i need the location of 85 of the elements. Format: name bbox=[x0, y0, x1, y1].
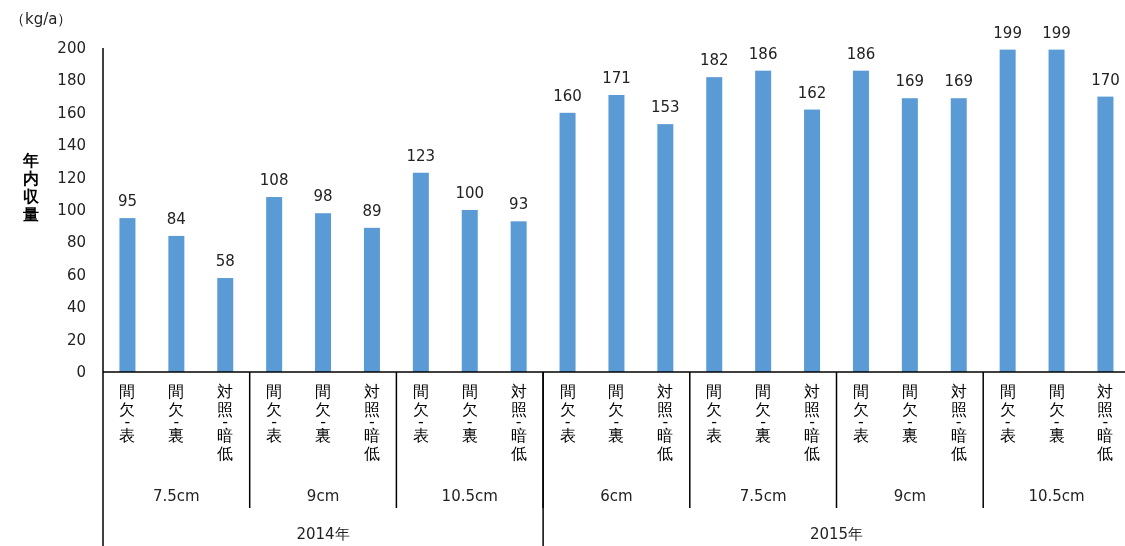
y-tick-label: 100 bbox=[57, 201, 86, 219]
data-label: 186 bbox=[846, 44, 876, 63]
y-tick-label: 80 bbox=[66, 233, 86, 252]
x-tick-label: 間欠-表 bbox=[999, 382, 1016, 445]
bar bbox=[901, 98, 918, 372]
data-label: 160 bbox=[553, 86, 582, 105]
text: 9cm bbox=[893, 487, 927, 505]
data-label: 123 bbox=[406, 146, 436, 165]
data-label: 100 bbox=[455, 184, 485, 202]
bar bbox=[461, 210, 478, 372]
bar bbox=[363, 227, 380, 372]
y-axis-title: 年内収量 bbox=[22, 151, 40, 224]
data-label: 171 bbox=[602, 68, 631, 87]
x-tick-label: 間欠-裏 bbox=[608, 382, 625, 445]
bar bbox=[1097, 96, 1114, 372]
bar bbox=[168, 235, 185, 372]
data-label: 199 bbox=[1042, 23, 1071, 42]
data-label: 84 bbox=[166, 209, 186, 228]
data-label: 58 bbox=[215, 252, 235, 271]
bar bbox=[315, 213, 332, 372]
y-tick-label: 60 bbox=[66, 265, 86, 284]
text: 7.5cm bbox=[739, 487, 787, 505]
data-label: 199 bbox=[993, 23, 1022, 42]
x-tick-label: 間欠-表 bbox=[412, 382, 429, 445]
bar bbox=[559, 112, 576, 372]
data-label: 89 bbox=[362, 201, 382, 220]
y-tick-label: 40 bbox=[66, 298, 86, 317]
bar bbox=[706, 77, 723, 372]
bar bbox=[852, 70, 869, 372]
data-label: 169 bbox=[895, 72, 925, 91]
x-tick-label: 間欠-表 bbox=[266, 382, 283, 445]
data-label: 182 bbox=[699, 51, 729, 70]
x-tick-label: 間欠-表 bbox=[559, 382, 576, 445]
data-label: 186 bbox=[748, 44, 778, 63]
bar bbox=[657, 124, 674, 372]
x-tick-label: 間欠-裏 bbox=[755, 382, 772, 445]
x-tick-label: 間欠-表 bbox=[706, 382, 723, 445]
x-tick-label: 対照-暗低 bbox=[950, 382, 967, 463]
y-tick-label: 0 bbox=[76, 363, 86, 381]
x-tick-label: 間欠-裏 bbox=[168, 382, 185, 445]
y-tick-label: 200 bbox=[57, 39, 86, 57]
bar bbox=[1048, 49, 1065, 372]
bar bbox=[999, 49, 1016, 372]
data-label: 95 bbox=[117, 192, 137, 211]
text: 7.5cm bbox=[152, 487, 200, 505]
x-tick-label: 対照-暗低 bbox=[217, 382, 234, 463]
x-tick-label: 間欠-裏 bbox=[461, 382, 478, 445]
data-label: 170 bbox=[1091, 70, 1120, 89]
text: 10.5cm bbox=[441, 487, 498, 505]
data-label: 108 bbox=[259, 171, 289, 190]
x-tick-label: 間欠-表 bbox=[119, 382, 136, 445]
x-tick-label: 対照-暗低 bbox=[510, 382, 527, 463]
x-tick-label: 対照-暗低 bbox=[657, 382, 674, 463]
y-tick-label: 20 bbox=[66, 330, 86, 349]
data-label: 162 bbox=[797, 83, 827, 102]
data-label: 169 bbox=[944, 72, 974, 91]
text: 2015年 bbox=[809, 525, 864, 543]
y-tick-label: 140 bbox=[57, 136, 86, 155]
data-label: 93 bbox=[509, 195, 529, 214]
y-tick-label: 160 bbox=[57, 103, 86, 122]
bar bbox=[950, 98, 967, 372]
bar bbox=[119, 218, 136, 372]
bar bbox=[266, 197, 283, 372]
bar bbox=[608, 94, 625, 372]
bar bbox=[412, 172, 429, 372]
y-tick-label: 180 bbox=[57, 71, 86, 90]
x-tick-label: 対照-暗低 bbox=[1097, 382, 1114, 463]
y-tick-label: 120 bbox=[57, 168, 86, 187]
text: 2014年 bbox=[296, 525, 350, 543]
text: 9cm bbox=[306, 487, 340, 505]
text: 6cm bbox=[600, 487, 633, 505]
bar bbox=[510, 221, 527, 372]
bar bbox=[755, 70, 772, 372]
text: 10.5cm bbox=[1028, 487, 1085, 505]
x-tick-label: 間欠-表 bbox=[852, 382, 869, 445]
x-tick-label: 対照-暗低 bbox=[804, 382, 821, 463]
data-label: 98 bbox=[313, 187, 333, 206]
bar bbox=[217, 278, 234, 372]
bar bbox=[804, 109, 821, 372]
x-tick-label: 間欠-裏 bbox=[315, 382, 332, 445]
x-tick-label: 間欠-裏 bbox=[1048, 382, 1065, 445]
x-tick-label: 対照-暗低 bbox=[363, 382, 380, 463]
text: （kg/a） bbox=[10, 10, 73, 28]
data-label: 153 bbox=[651, 98, 680, 117]
x-tick-label: 間欠-裏 bbox=[901, 382, 918, 445]
